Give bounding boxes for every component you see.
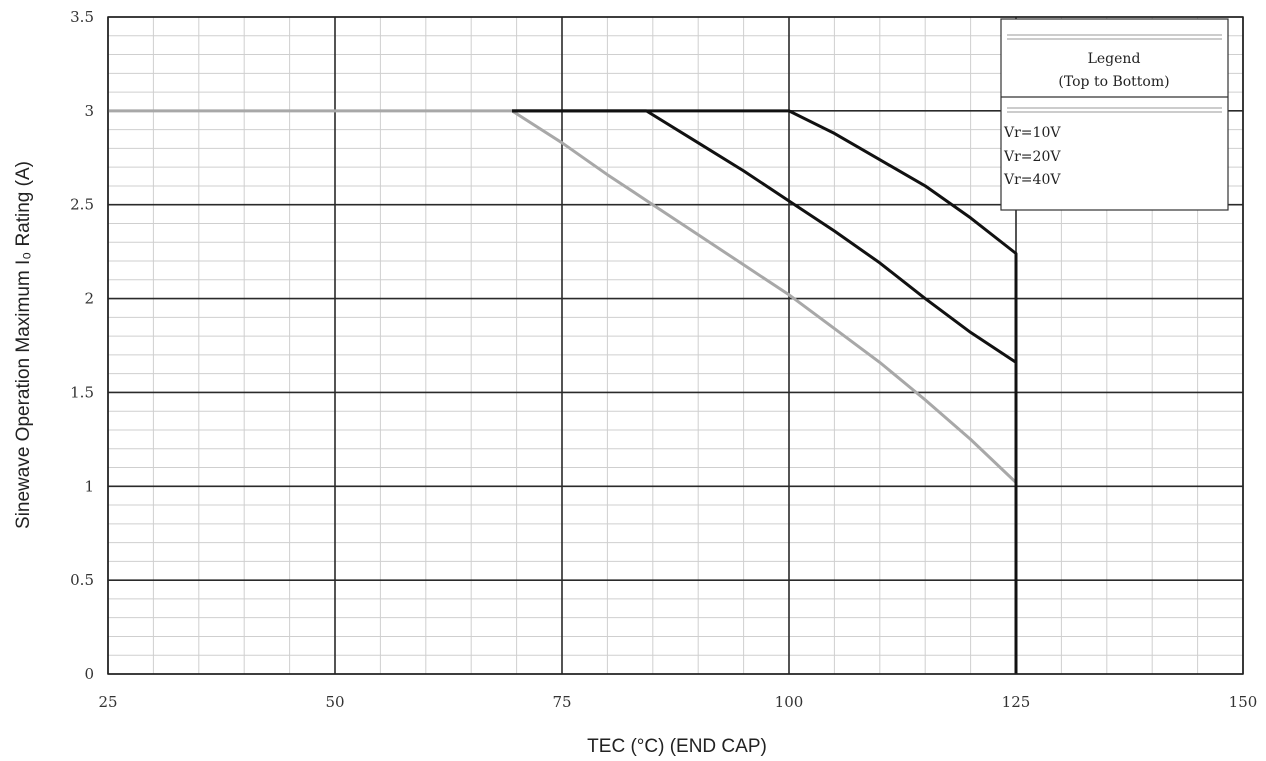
x-axis-title: TEC (°C) (END CAP) xyxy=(587,736,767,757)
series-line-vr-40v xyxy=(108,109,1018,674)
series-layer xyxy=(108,109,1018,674)
x-tick-label: 25 xyxy=(98,693,117,711)
legend: Legend (Top to Bottom) Vr=10V Vr=20V Vr=… xyxy=(1000,18,1229,211)
x-tick-label: 50 xyxy=(325,693,344,711)
y-axis-title: Sinewave Operation Maximum I₀ Rating (A) xyxy=(13,161,34,529)
y-tick-label: 1.5 xyxy=(70,383,94,401)
y-tick-label: 0 xyxy=(84,665,94,683)
x-tick-labels: 25 50 75 100 125 150 xyxy=(98,693,1257,711)
y-tick-label: 0.5 xyxy=(70,571,94,589)
x-tick-label: 75 xyxy=(552,693,571,711)
x-tick-label: 100 xyxy=(775,693,804,711)
y-tick-label: 3 xyxy=(84,102,94,120)
x-tick-label: 125 xyxy=(1002,693,1031,711)
y-tick-labels: 0 0.5 1 1.5 2 2.5 3 3.5 xyxy=(70,8,94,683)
series-line-vr-20v xyxy=(512,109,1018,674)
legend-entry-vr20: Vr=20V xyxy=(1003,149,1061,165)
y-tick-label: 1 xyxy=(84,477,94,495)
legend-box xyxy=(1000,18,1229,211)
y-tick-label: 2.5 xyxy=(70,196,94,214)
legend-title: Legend xyxy=(1088,51,1141,67)
legend-entry-vr40: Vr=40V xyxy=(1003,172,1061,188)
series-line-vr-10v xyxy=(512,109,1018,674)
legend-entry-vr10: Vr=10V xyxy=(1003,125,1061,141)
x-tick-label: 150 xyxy=(1229,693,1258,711)
legend-subtitle: (Top to Bottom) xyxy=(1058,74,1169,90)
y-tick-label: 2 xyxy=(84,290,94,308)
y-tick-label: 3.5 xyxy=(70,8,94,26)
plot-frame xyxy=(107,16,1244,675)
